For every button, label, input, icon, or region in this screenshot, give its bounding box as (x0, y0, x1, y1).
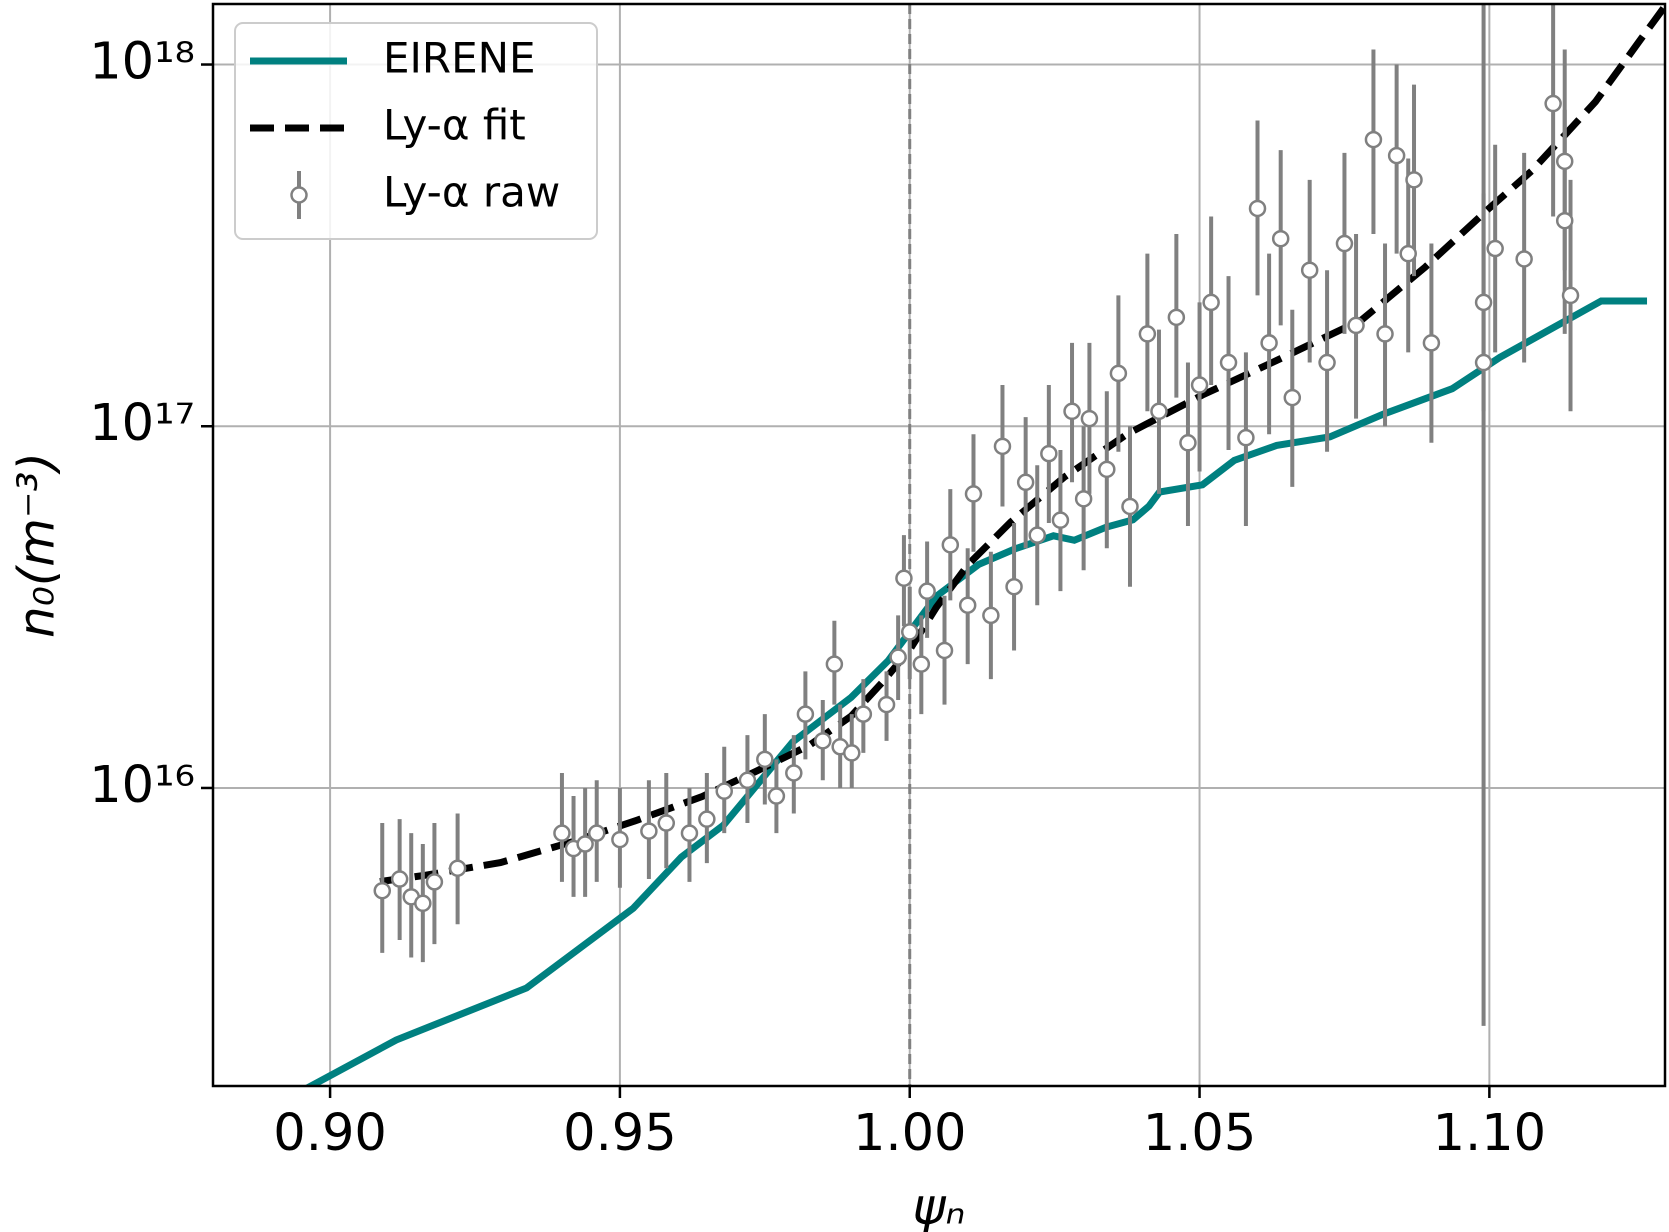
data-point (1074, 490, 1093, 508)
data-point (738, 771, 757, 790)
data-point (1179, 434, 1197, 452)
data-point (1364, 130, 1383, 149)
data-point (611, 830, 629, 849)
data-point (843, 744, 861, 762)
axes: 0.90 0.95 1.00 1.05 1.10 10¹⁶ 10¹⁷ 10¹⁸ (89, 33, 1546, 1163)
data-point (1202, 293, 1220, 312)
data-point (935, 641, 954, 660)
data-point (918, 582, 936, 600)
axes-frame (211, 2, 1667, 1088)
data-point (1219, 353, 1238, 372)
y-axis-label: n₀(m⁻³) (8, 452, 66, 638)
data-point (785, 764, 803, 782)
data-point (553, 824, 571, 842)
data-point (993, 437, 1012, 456)
data-point (1318, 353, 1336, 372)
data-point (1561, 286, 1580, 305)
data-point (1237, 428, 1255, 447)
data-point (900, 623, 919, 641)
legend-label: EIRENE (383, 34, 536, 83)
data-point (1040, 444, 1058, 463)
x-tick-label: 1.05 (1143, 1104, 1257, 1163)
data-point (1028, 526, 1046, 544)
data-point (1555, 211, 1574, 230)
data-point (1051, 511, 1070, 529)
data-point (1248, 199, 1267, 218)
data-point (715, 782, 733, 800)
data-point (767, 787, 786, 805)
data-point (1063, 402, 1081, 421)
data-point (1335, 234, 1354, 253)
data-point (1422, 334, 1441, 352)
legend-frame (234, 22, 598, 240)
data-point (889, 648, 907, 666)
y-tick-label: 10¹⁸ (89, 33, 195, 92)
data-point (958, 596, 977, 614)
data-point (1387, 146, 1406, 165)
data-point (1399, 244, 1417, 263)
data-point (1300, 261, 1319, 279)
x-tick-label: 0.95 (563, 1104, 677, 1163)
y-tick-label: 10¹⁷ (89, 394, 195, 453)
x-tick-label: 1.10 (1433, 1104, 1547, 1163)
line-series (379, 4, 1665, 886)
line-series (303, 297, 1648, 1086)
data-point (1405, 171, 1423, 189)
data-point (1555, 152, 1574, 171)
data-point (1121, 497, 1139, 516)
data-point (390, 870, 409, 888)
data-point (964, 485, 983, 503)
data-point (1138, 325, 1157, 343)
data-point (1347, 316, 1365, 335)
data-point (414, 894, 432, 913)
data-point (448, 859, 467, 877)
data-point (1016, 473, 1035, 492)
data-point (680, 824, 699, 842)
data-point (912, 655, 931, 673)
data-point (756, 750, 774, 769)
data-point (1109, 364, 1128, 383)
x-tick-label: 0.90 (273, 1104, 387, 1163)
data-point (576, 835, 594, 853)
data-point (1544, 94, 1562, 113)
data-point (425, 873, 444, 891)
legend-label: Ly-α fit (383, 101, 526, 150)
x-tick-label: 1.00 (853, 1104, 967, 1163)
data-point (1260, 334, 1278, 352)
data-point (1474, 353, 1493, 372)
legend-swatch (290, 186, 308, 204)
data-point (587, 824, 606, 842)
data-point (796, 705, 815, 723)
data-point (1515, 250, 1533, 268)
legend: EIRENE Ly-α fit Ly-α raw (234, 22, 598, 240)
data-point (1271, 229, 1290, 248)
data-point (1080, 409, 1099, 428)
data-point (373, 881, 392, 900)
data-point (657, 814, 676, 832)
data-point (1474, 293, 1493, 312)
data-point (1098, 460, 1116, 479)
data-point (814, 732, 832, 750)
data-point (698, 810, 716, 828)
data-point (1150, 402, 1168, 421)
legend-label: Ly-α raw (383, 168, 560, 217)
data-point (825, 655, 844, 673)
data-point (877, 695, 896, 714)
data-point (895, 569, 913, 587)
data-point (941, 536, 960, 554)
data-point (1486, 239, 1504, 258)
data-point (1283, 388, 1302, 407)
data-point (1005, 577, 1023, 596)
x-axis-label: ψₙ (913, 1178, 966, 1232)
data-point (854, 705, 873, 723)
plot-area (303, 4, 1665, 1086)
data-point (640, 822, 658, 840)
data-point (1376, 325, 1394, 343)
y-tick-label: 10¹⁶ (89, 756, 195, 815)
data-point (1167, 308, 1186, 327)
data-point (1190, 376, 1209, 394)
data-point (982, 606, 1000, 625)
